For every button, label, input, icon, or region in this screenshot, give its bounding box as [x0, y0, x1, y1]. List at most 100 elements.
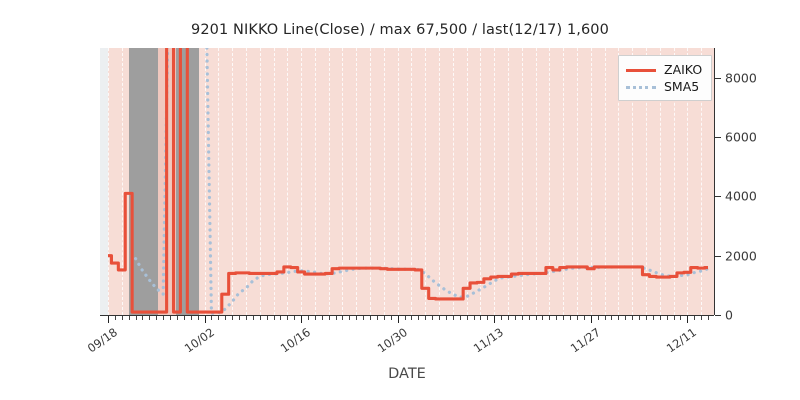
gridline-vertical [356, 48, 358, 315]
x-axis-tick-minor [349, 316, 351, 320]
x-axis-tick-minor [404, 316, 406, 320]
x-axis-tick-minor [356, 316, 358, 320]
x-axis-tick-minor [183, 316, 185, 320]
x-axis-tick-minor [597, 316, 599, 320]
x-axis-tick-major [397, 316, 399, 323]
gridline-vertical [328, 48, 330, 315]
gridline-vertical [245, 48, 247, 315]
x-axis-tick-minor [542, 316, 544, 320]
x-axis-tick-minor [645, 316, 647, 320]
gridline-vertical [466, 48, 468, 315]
x-axis-tick-minor [245, 316, 247, 320]
x-axis-tick-minor [211, 316, 213, 320]
gridline-vertical [687, 48, 689, 315]
x-axis-tick-minor [521, 316, 523, 320]
x-axis-tick-major [590, 316, 592, 323]
x-axis-tick-minor [680, 316, 682, 320]
y-axis-tick [715, 77, 721, 79]
x-axis-tick-minor [570, 316, 572, 320]
x-axis-tick-minor [425, 316, 427, 320]
gridline-vertical [314, 48, 316, 315]
x-axis-tick-minor [259, 316, 261, 320]
gridline-vertical [204, 48, 206, 315]
gridline-vertical [218, 48, 220, 315]
x-axis-tick-major [204, 316, 206, 323]
x-axis-tick-minor [363, 316, 365, 320]
gridline-vertical [535, 48, 537, 315]
x-axis-tick-minor [701, 316, 703, 320]
gridline-vertical [342, 48, 344, 315]
plot-left-margin-fill [100, 48, 108, 315]
x-axis-tick-minor [452, 316, 454, 320]
x-axis-label: 10/16 [277, 325, 314, 356]
gridline-vertical [480, 48, 482, 315]
x-axis-tick-minor [273, 316, 275, 320]
x-axis: 09/18 10/02 10/16 10/30 11/13 11/27 12/11 [85, 315, 714, 355]
gridline-vertical [439, 48, 441, 315]
chart-title: 9201 NIKKO Line(Close) / max 67,500 / la… [191, 22, 609, 38]
gridline-vertical [301, 48, 303, 315]
y-axis-label: 8000 [725, 70, 757, 86]
x-axis-tick-minor [197, 316, 199, 320]
x-axis-tick-minor [239, 316, 241, 320]
x-axis-tick-minor [342, 316, 344, 320]
x-axis-tick-minor [666, 316, 668, 320]
x-axis-tick-major [687, 316, 689, 323]
x-axis-tick-minor [142, 316, 144, 320]
y-axis-tick [715, 255, 721, 257]
gridline-vertical [659, 48, 661, 315]
x-axis-tick-minor [314, 316, 316, 320]
gridline-vertical [287, 48, 289, 315]
gridline-vertical [618, 48, 620, 315]
x-axis-tick-minor [176, 316, 178, 320]
x-axis-tick-minor [508, 316, 509, 320]
legend-line-icon-sma5 [626, 81, 656, 93]
gridline-vertical [121, 48, 123, 315]
y-axis-tick [715, 196, 721, 198]
x-axis-tick-minor [459, 316, 461, 320]
x-axis-tick-minor [632, 316, 634, 320]
y-axis-tick [715, 137, 721, 138]
x-axis-tick-minor [225, 316, 227, 320]
gridline-vertical [673, 48, 675, 315]
legend-item-zaiko: ZAIKO [626, 61, 702, 78]
gridline-vertical [563, 48, 565, 315]
x-axis-tick-minor [611, 316, 613, 320]
gridline-vertical [576, 48, 578, 315]
gridline-vertical [604, 48, 606, 315]
gridline-vertical [259, 48, 261, 315]
gridline-vertical [232, 48, 234, 315]
x-axis-tick-minor [576, 316, 578, 320]
x-axis-tick-minor [308, 316, 309, 320]
x-axis-tick-minor [218, 316, 220, 320]
x-axis-tick-minor [445, 316, 447, 320]
x-axis-tick-minor [383, 316, 385, 320]
x-axis-tick-minor [604, 316, 606, 320]
x-axis-tick-minor [252, 316, 254, 320]
x-axis-tick-minor [287, 316, 289, 320]
x-axis-tick-minor [466, 316, 468, 320]
x-axis-tick-minor [156, 316, 158, 320]
legend-line-icon-zaiko [626, 64, 656, 76]
x-axis-tick-minor [376, 316, 378, 320]
x-axis-tick-minor [114, 316, 116, 320]
gridline-vertical [508, 48, 509, 315]
x-axis-label: 11/13 [471, 325, 507, 356]
x-axis-tick-minor [556, 316, 558, 320]
x-axis-tick-minor [563, 316, 565, 320]
legend: ZAIKO SMA5 [618, 55, 713, 101]
x-axis-label: 12/11 [664, 325, 700, 356]
zaiko-line [108, 48, 708, 314]
x-axis-tick-minor [163, 316, 165, 320]
x-axis-tick-minor [535, 316, 537, 320]
x-axis-tick-minor [439, 316, 441, 320]
x-axis-tick-minor [501, 316, 503, 320]
series-layer [108, 48, 710, 315]
x-axis-tick-minor [694, 316, 696, 320]
gridline-vertical [383, 48, 385, 315]
gridline-vertical [549, 48, 551, 315]
x-axis-tick-minor [411, 316, 413, 320]
x-axis-tick-minor [266, 316, 268, 320]
x-axis-tick-minor [294, 316, 296, 320]
x-axis-tick-minor [549, 316, 551, 320]
